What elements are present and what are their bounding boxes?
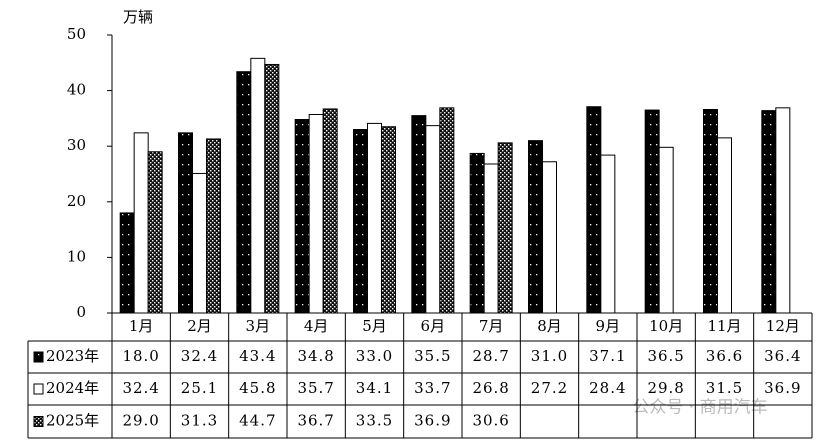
- table-cell: 30.6: [472, 412, 509, 430]
- bar: [250, 57, 266, 314]
- x-tick-label: 11月: [707, 317, 741, 335]
- y-tick-label: 50: [67, 25, 86, 43]
- x-tick-label: 1月: [129, 317, 154, 335]
- bar: [761, 110, 777, 314]
- bar: [425, 125, 441, 314]
- bar: [439, 107, 455, 314]
- bar: [703, 109, 718, 314]
- bar: [192, 172, 207, 314]
- bar: [178, 132, 193, 314]
- bar: [264, 63, 280, 314]
- bar: [483, 163, 499, 314]
- bar: [147, 151, 163, 314]
- x-tick-label: 7月: [479, 317, 504, 335]
- legend-label: 2025年: [46, 412, 99, 430]
- bar: [133, 132, 149, 314]
- table-cell: 28.7: [472, 347, 509, 365]
- x-tick-label: 10月: [649, 317, 683, 335]
- table-cell: 35.5: [414, 347, 451, 365]
- table-cell: 34.8: [297, 347, 334, 365]
- table-cell: 32.4: [181, 347, 218, 365]
- bar: [658, 146, 674, 314]
- table-cell: 33.5: [356, 412, 393, 430]
- bar: [381, 126, 396, 314]
- bar: [528, 140, 543, 314]
- table-cell: 28.4: [589, 379, 626, 397]
- table-cell: 29.8: [647, 379, 684, 397]
- table-cell: 31.0: [531, 347, 568, 365]
- bar: [717, 137, 732, 314]
- bar: [644, 109, 660, 314]
- table-cell: 33.7: [414, 379, 451, 397]
- y-tick-label: 10: [67, 247, 86, 265]
- table-cell: 27.2: [531, 379, 568, 397]
- bar: [353, 129, 368, 314]
- bar: [119, 212, 135, 314]
- legend-label: 2023年: [46, 347, 99, 365]
- table-cell: 36.9: [414, 412, 451, 430]
- bar: [308, 114, 324, 314]
- table-cell: 25.1: [181, 379, 218, 397]
- table-cell: 36.7: [297, 412, 334, 430]
- table-cell: 29.0: [122, 412, 159, 430]
- x-tick-label: 6月: [421, 317, 446, 335]
- x-tick-label: 4月: [304, 317, 329, 335]
- bar: [206, 138, 221, 314]
- legend-label: 2024年: [46, 379, 99, 397]
- bar: [236, 71, 252, 314]
- watermark: 公众号 · 商用汽车: [632, 398, 767, 418]
- table-cell: 31.5: [706, 379, 743, 397]
- y-tick-label: 30: [67, 136, 86, 154]
- y-tick-label: 20: [67, 192, 86, 210]
- bar: [586, 106, 602, 314]
- x-tick-label: 12月: [766, 317, 800, 335]
- table-cell: 37.1: [589, 347, 626, 365]
- x-tick-label: 8月: [537, 317, 562, 335]
- x-tick-label: 2月: [187, 317, 212, 335]
- legend-marker: [33, 416, 44, 427]
- table-cell: 31.3: [181, 412, 218, 430]
- bar: [294, 119, 310, 314]
- y-unit: 万辆: [123, 8, 153, 26]
- bar: [600, 154, 616, 314]
- table-cell: 45.8: [239, 379, 276, 397]
- x-tick-label: 5月: [362, 317, 387, 335]
- table-cell: 36.5: [647, 347, 684, 365]
- table-cell: 43.4: [239, 347, 276, 365]
- x-tick-label: 9月: [596, 317, 621, 335]
- bar: [775, 107, 791, 314]
- y-tick-label: 0: [76, 303, 86, 321]
- x-tick-label: 3月: [246, 317, 271, 335]
- table-cell: 34.1: [356, 379, 393, 397]
- bar: [322, 108, 338, 314]
- legend-marker: [33, 383, 44, 395]
- table-cell: 36.9: [764, 379, 801, 397]
- legend-marker: [33, 351, 44, 363]
- bar: [497, 142, 513, 314]
- table-cell: 44.7: [239, 412, 276, 430]
- table-cell: 18.0: [122, 347, 159, 365]
- table-cell: 32.4: [122, 379, 159, 397]
- table-cell: 26.8: [472, 379, 509, 397]
- table-cell: 35.7: [297, 379, 334, 397]
- y-tick-label: 40: [67, 81, 86, 99]
- bar: [367, 122, 382, 314]
- table-cell: 33.0: [356, 347, 393, 365]
- bar: [469, 152, 485, 314]
- bar: [542, 161, 557, 314]
- table-cell: 36.4: [764, 347, 801, 365]
- bar: [411, 115, 427, 314]
- table-cell: 36.6: [706, 347, 743, 365]
